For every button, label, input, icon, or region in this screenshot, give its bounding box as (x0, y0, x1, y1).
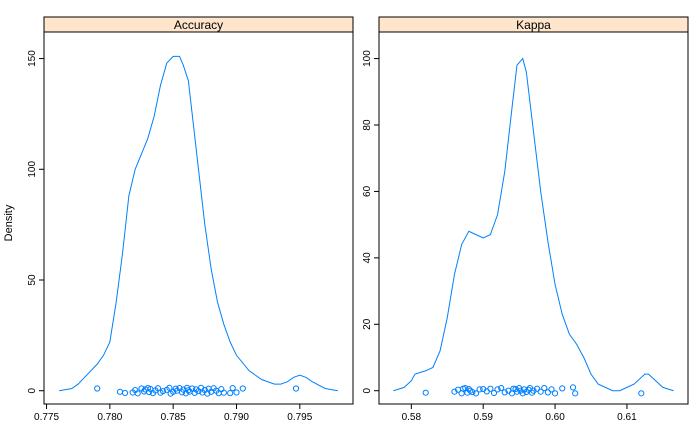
plot-frame (43, 31, 354, 405)
data-point (559, 385, 566, 392)
data-point (498, 384, 505, 392)
data-point (422, 389, 429, 396)
y-tick-label: 100 (27, 161, 38, 178)
data-point (94, 385, 101, 392)
x-tick-label: 0.775 (34, 412, 59, 423)
data-point (146, 388, 153, 396)
y-tick-label: 80 (362, 119, 373, 131)
panel-kappa: Kappa 0.58 0.59 0.60 0.61 0 20 40 60 80 100 (362, 16, 689, 423)
data-point (220, 389, 227, 396)
data-point (541, 384, 548, 392)
data-point (494, 386, 501, 393)
y-tick-label: 0 (362, 387, 373, 393)
data-point (537, 388, 544, 395)
data-point (487, 385, 494, 392)
data-point (501, 389, 508, 396)
data-point (159, 388, 167, 395)
data-point (116, 388, 124, 395)
data-point (572, 390, 579, 397)
panel-accuracy: Accuracy 0.775 0.780 0.785 0.790 0.795 0 50 100 1… (27, 16, 354, 423)
data-point (638, 390, 645, 397)
y-tick-label: 60 (362, 185, 373, 197)
y-tick-label: 50 (27, 274, 38, 286)
data-point (476, 386, 483, 393)
data-point (292, 385, 300, 392)
data-point (510, 385, 517, 392)
data-point (154, 385, 162, 392)
x-tick-label: 0.795 (287, 412, 312, 423)
x-tick-label: 0.61 (617, 412, 637, 423)
plot-frame (378, 31, 689, 405)
data-point (239, 385, 246, 392)
data-point (519, 390, 526, 397)
data-point (469, 388, 476, 396)
x-tick-label: 0.780 (97, 412, 122, 423)
data-point (548, 386, 555, 393)
data-point (551, 390, 559, 397)
data-point (166, 384, 173, 391)
panel-title: Accuracy (174, 18, 223, 32)
density-curve (393, 57, 674, 392)
data-point (544, 389, 551, 396)
data-point (465, 385, 472, 393)
data-point (533, 385, 541, 392)
data-point (121, 389, 129, 397)
data-point (569, 384, 577, 391)
data-point (472, 390, 480, 397)
y-tick-label: 40 (362, 252, 373, 264)
data-point (490, 389, 498, 397)
y-tick-label: 0 (27, 387, 38, 393)
x-tick-label: 0.60 (545, 412, 565, 423)
x-tick-label: 0.785 (161, 412, 186, 423)
y-tick-label: 20 (362, 318, 373, 330)
data-point (191, 389, 198, 397)
data-point (189, 385, 196, 392)
panel-title: Kappa (516, 18, 551, 32)
data-point (185, 387, 192, 394)
data-point (229, 384, 236, 392)
x-tick-label: 0.58 (402, 412, 422, 423)
y-axis-label: Density (3, 204, 15, 241)
x-tick-label: 0.59 (473, 412, 493, 423)
data-point (227, 390, 234, 397)
y-tick-label: 100 (362, 50, 373, 67)
data-point (233, 389, 240, 396)
y-tick-label: 150 (27, 50, 38, 67)
x-tick-label: 0.790 (224, 412, 249, 423)
density-curve (59, 55, 338, 392)
data-point (134, 390, 141, 397)
